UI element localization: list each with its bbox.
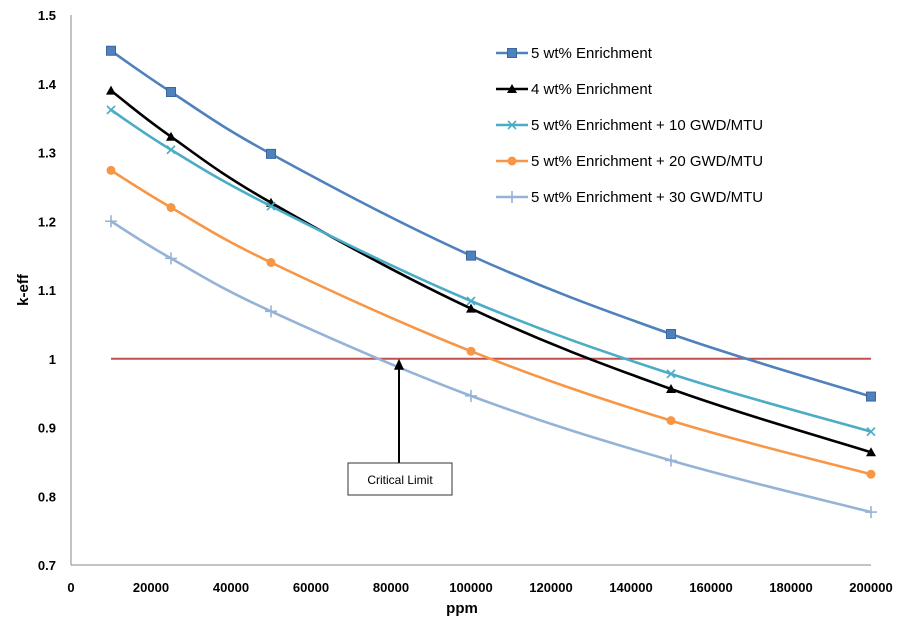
y-tick-label: 1.1	[38, 283, 56, 298]
series-line	[110, 169, 872, 476]
x-axis-title: ppm	[446, 600, 478, 617]
data-point	[166, 87, 176, 97]
data-point	[106, 105, 116, 115]
legend-marker	[507, 84, 517, 93]
legend-marker	[507, 120, 517, 130]
data-point	[166, 131, 176, 141]
series-line	[110, 220, 872, 514]
x-tick-label: 140000	[609, 580, 652, 595]
x-tick-label: 20000	[133, 580, 169, 595]
data-point	[466, 346, 476, 356]
data-point	[666, 329, 676, 339]
series-lines	[105, 45, 877, 519]
legend-label: 5 wt% Enrichment + 20 GWD/MTU	[531, 153, 763, 170]
y-tick-label: 0.7	[38, 558, 56, 573]
y-tick-label: 1.2	[38, 214, 56, 229]
annotation-box	[347, 462, 453, 496]
x-tick-label: 120000	[529, 580, 572, 595]
data-point	[106, 45, 116, 56]
x-tick-label: 0	[67, 580, 74, 595]
data-point	[866, 447, 876, 457]
legend-item: 5 wt% Enrichment + 30 GWD/MTU	[496, 189, 763, 206]
data-point	[866, 391, 876, 402]
series-1	[106, 45, 876, 402]
data-point	[666, 384, 676, 393]
legend-item: 4 wt% Enrichment	[496, 81, 653, 98]
data-point	[665, 454, 677, 467]
legend-marker	[507, 156, 517, 166]
data-point	[666, 416, 676, 426]
x-tick-label: 80000	[373, 580, 409, 595]
data-point	[106, 85, 116, 95]
x-tick-label: 160000	[689, 580, 732, 595]
annotation-arrow-head	[394, 358, 404, 370]
data-point	[106, 165, 116, 175]
data-point	[105, 215, 117, 228]
legend-label: 4 wt% Enrichment	[531, 81, 653, 98]
y-tick-label: 0.9	[38, 421, 56, 436]
data-point	[266, 201, 276, 211]
data-point	[465, 389, 477, 402]
data-point	[165, 252, 177, 265]
legend-marker	[507, 48, 517, 58]
annotation-label: Critical Limit	[367, 473, 433, 487]
legend-label: 5 wt% Enrichment	[531, 45, 653, 62]
data-point	[666, 369, 676, 379]
legend-marker	[506, 191, 518, 203]
x-tick-label: 200000	[849, 580, 892, 595]
x-tick-label: 40000	[213, 580, 249, 595]
series-line	[110, 89, 872, 454]
legend-item: 5 wt% Enrichment	[496, 45, 653, 62]
data-point	[866, 427, 876, 437]
y-tick-label: 0.8	[38, 489, 56, 504]
y-tick-labels: 0.7 0.8 0.9 1 1.1 1.2 1.3 1.4 1.5	[38, 8, 57, 573]
x-tick-label: 60000	[293, 580, 329, 595]
series-3	[106, 105, 876, 437]
y-tick-label: 1	[49, 352, 56, 367]
x-tick-label: 180000	[769, 580, 812, 595]
legend: 5 wt% Enrichment 4 wt% Enrichment 5 wt% En…	[496, 45, 763, 206]
data-point	[166, 145, 176, 155]
data-point	[466, 303, 476, 313]
data-point	[266, 148, 276, 159]
data-point	[166, 203, 176, 212]
y-tick-label: 1.3	[38, 146, 56, 161]
legend-item: 5 wt% Enrichment + 20 GWD/MTU	[496, 153, 763, 170]
axes	[70, 15, 871, 566]
series-line	[110, 108, 872, 433]
data-point	[266, 258, 276, 267]
data-point	[865, 506, 877, 519]
y-tick-label: 1.4	[38, 77, 57, 92]
data-point	[866, 469, 876, 479]
x-tick-labels: 0 20000 40000 60000 80000 100000 120000 140000 1…	[67, 580, 892, 595]
critical-limit-annotation: Critical Limit	[347, 358, 453, 496]
y-axis-title: k-eff	[15, 273, 32, 306]
series-5	[105, 215, 877, 519]
data-point	[466, 296, 476, 306]
legend-item: 5 wt% Enrichment + 10 GWD/MTU	[496, 117, 763, 134]
series-4	[106, 165, 876, 479]
y-tick-label: 1.5	[38, 8, 56, 23]
series-line	[110, 49, 872, 398]
data-point	[265, 305, 277, 318]
legend-label: 5 wt% Enrichment + 30 GWD/MTU	[531, 189, 763, 206]
data-point	[466, 250, 476, 261]
legend-label: 5 wt% Enrichment + 10 GWD/MTU	[531, 117, 763, 134]
x-tick-label: 100000	[449, 580, 492, 595]
